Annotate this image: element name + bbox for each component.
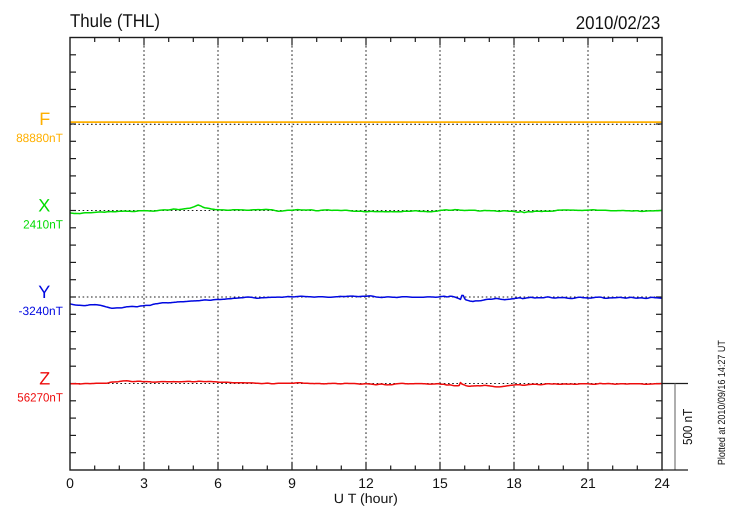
svg-text:2010/02/23: 2010/02/23	[576, 12, 661, 33]
svg-text:88880nT: 88880nT	[16, 131, 63, 145]
svg-text:24: 24	[654, 475, 670, 491]
svg-text:500 nT: 500 nT	[680, 409, 695, 445]
svg-text:F: F	[39, 109, 50, 129]
svg-text:U T (hour): U T (hour)	[334, 491, 398, 506]
svg-text:Y: Y	[38, 282, 50, 302]
svg-text:3: 3	[140, 475, 148, 491]
svg-text:21: 21	[580, 475, 596, 491]
svg-text:18: 18	[506, 475, 522, 491]
svg-text:X: X	[38, 195, 50, 215]
svg-text:9: 9	[288, 475, 296, 491]
svg-text:12: 12	[358, 475, 374, 491]
svg-text:15: 15	[432, 475, 448, 491]
svg-text:Z: Z	[39, 368, 50, 388]
svg-text:-3240nT: -3240nT	[19, 304, 64, 318]
svg-text:56270nT: 56270nT	[17, 391, 63, 405]
svg-text:Thule (THL): Thule (THL)	[70, 10, 160, 31]
svg-text:Plotted at 2010/09/16 14:27 UT: Plotted at 2010/09/16 14:27 UT	[717, 340, 728, 466]
svg-text:2410nT: 2410nT	[23, 218, 63, 232]
svg-text:0: 0	[66, 475, 74, 491]
svg-text:6: 6	[214, 475, 222, 491]
